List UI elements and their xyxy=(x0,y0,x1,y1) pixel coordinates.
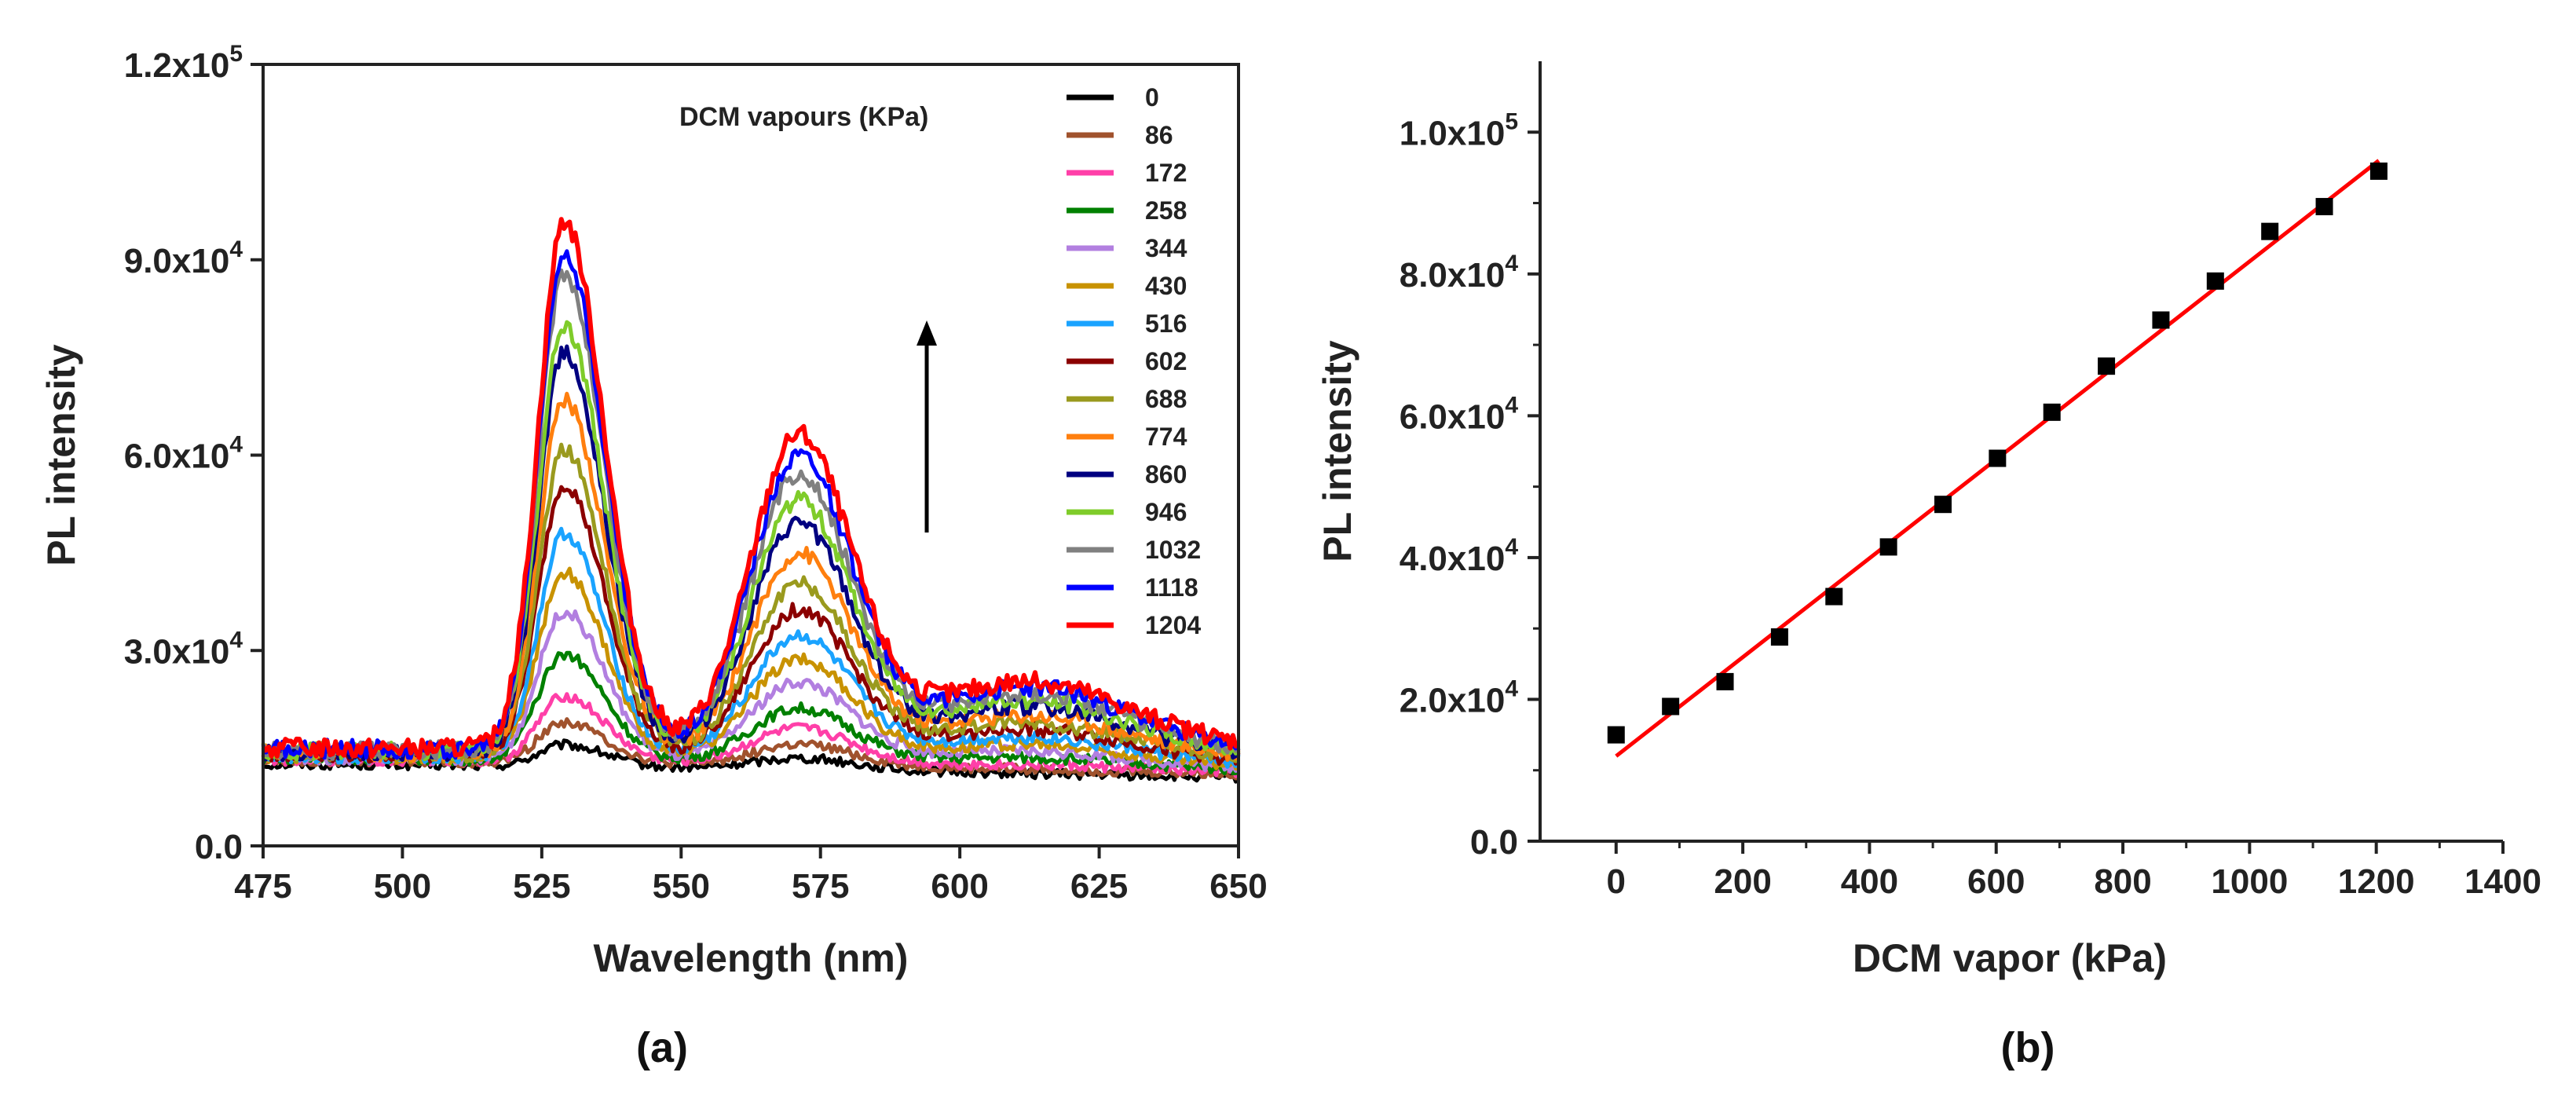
panel-b-data-point xyxy=(2152,311,2170,329)
panel-a-legend-label: 172 xyxy=(1145,159,1187,187)
panel-b-data-point xyxy=(1770,628,1788,646)
panel-a-series-lines xyxy=(261,217,1241,784)
panel-b-data-point xyxy=(1989,449,2007,467)
panel-a-x-tick-label: 600 xyxy=(931,867,988,906)
panel-b-x-tick-label: 1000 xyxy=(2211,862,2288,901)
panel-b-y-tick-label: 8.0x104 xyxy=(1400,251,1519,295)
panel-b-data-point xyxy=(2315,198,2333,216)
panel-b-y-tick-label: 4.0x104 xyxy=(1400,534,1519,578)
panel-b-data-point xyxy=(1662,697,1680,716)
panel-b-x-tick-label: 1400 xyxy=(2464,862,2541,901)
panel-a-legend-label: 0 xyxy=(1145,83,1159,112)
panel-a-x-tick-label: 625 xyxy=(1070,867,1128,906)
panel-a-legend-label: 258 xyxy=(1145,196,1187,225)
panel-a-y-tick-label: 6.0x104 xyxy=(124,432,243,476)
panel-b-data-point xyxy=(2206,272,2224,290)
panel-b-x-tick-label: 0 xyxy=(1607,862,1626,901)
panel-a-legend-label: 344 xyxy=(1145,234,1187,262)
panel-a-legend-label: 688 xyxy=(1145,385,1187,413)
panel-a-legend-label: 430 xyxy=(1145,272,1187,300)
panel-a: 475 500 525 550 575 600 625 650 0.0 3.0x104 6.0x1… xyxy=(39,41,1268,1071)
panel-a-legend-label: 1032 xyxy=(1145,536,1201,564)
panel-a-label: (a) xyxy=(636,1024,688,1071)
panel-a-y-axis-title: PL intensity xyxy=(39,344,83,566)
panel-b-data-point xyxy=(1825,587,1843,606)
panel-b-x-tick-label: 200 xyxy=(1714,862,1771,901)
panel-a-x-tick-label: 575 xyxy=(792,867,849,906)
panel-b-data-point xyxy=(1934,496,1952,514)
panel-a-x-tick-label: 475 xyxy=(234,867,291,906)
panel-a-legend: 0 86 172 258 344 430 516 602 688 774 860 946 1032 111… xyxy=(1067,83,1201,639)
panel-a-y-ticks: 0.0 3.0x104 6.0x104 9.0x104 1.2x105 xyxy=(124,41,263,866)
panel-b-y-tick-label: 6.0x104 xyxy=(1400,392,1519,436)
panel-a-legend-label: 602 xyxy=(1145,347,1187,375)
panel-a-x-tick-label: 525 xyxy=(513,867,570,906)
panel-b-label: (b) xyxy=(2001,1024,2055,1071)
panel-a-series-line xyxy=(262,717,1241,781)
panel-a-increase-arrow xyxy=(917,320,937,533)
panel-a-y-tick-label: 9.0x104 xyxy=(124,236,243,280)
panel-b-y-tick-label: 2.0x104 xyxy=(1400,675,1519,719)
panel-b-x-tick-label: 600 xyxy=(1967,862,2025,901)
panel-b: 0 200 400 600 800 1000 1200 1400 0.0 2.0x104 4.0x… xyxy=(1315,61,2541,1071)
panel-a-legend-label: 516 xyxy=(1145,309,1187,338)
panel-a-y-tick-label: 1.2x105 xyxy=(124,41,243,85)
panel-a-x-tick-label: 500 xyxy=(374,867,431,906)
panel-b-data-point xyxy=(2369,162,2388,180)
panel-b-x-axis-title: DCM vapor (kPa) xyxy=(1853,936,2167,980)
panel-b-data-point xyxy=(1716,672,1734,690)
panel-a-series-line xyxy=(261,249,1240,760)
panel-b-y-ticks: 0.0 2.0x104 4.0x104 6.0x104 8.0x104 1.0x105 xyxy=(1400,108,1540,862)
panel-b-data-point xyxy=(1879,538,1897,556)
panel-a-legend-label: 860 xyxy=(1145,460,1187,489)
panel-b-data-point xyxy=(1607,726,1625,744)
panel-b-x-tick-label: 1200 xyxy=(2338,862,2415,901)
panel-a-legend-label: 1204 xyxy=(1145,611,1201,639)
panel-a-legend-label: 774 xyxy=(1145,423,1187,451)
panel-b-x-tick-label: 800 xyxy=(2094,862,2151,901)
panel-a-x-tick-label: 650 xyxy=(1209,867,1267,906)
panel-a-x-axis-title: Wavelength (nm) xyxy=(594,936,909,980)
panel-a-legend-title: DCM vapours (KPa) xyxy=(679,102,928,132)
panel-a-legend-label: 1118 xyxy=(1145,573,1198,602)
panel-b-y-tick-label: 1.0x105 xyxy=(1400,108,1518,152)
panel-b-y-axis-title: PL intensity xyxy=(1315,340,1359,562)
panel-b-y-tick-label: 0.0 xyxy=(1470,823,1518,862)
panel-b-data-points xyxy=(1607,162,2388,744)
panel-a-legend-label: 946 xyxy=(1145,498,1187,526)
panel-b-data-point xyxy=(2043,403,2061,421)
panel-a-y-tick-label: 0.0 xyxy=(195,828,243,866)
panel-a-arrow-head xyxy=(917,320,937,346)
panel-b-x-tick-label: 400 xyxy=(1841,862,1898,901)
panel-b-x-ticks: 0 200 400 600 800 1000 1200 1400 xyxy=(1607,841,2541,901)
panel-a-series-line xyxy=(261,217,1239,760)
panel-a-y-tick-label: 3.0x104 xyxy=(124,627,243,671)
panel-a-legend-label: 86 xyxy=(1145,121,1173,149)
panel-b-data-point xyxy=(2098,357,2116,375)
panel-a-series-line xyxy=(262,526,1241,769)
panel-b-data-point xyxy=(2261,222,2279,240)
panel-a-x-ticks: 475 500 525 550 575 600 625 650 xyxy=(234,846,1268,906)
panel-a-x-tick-label: 550 xyxy=(653,867,710,906)
